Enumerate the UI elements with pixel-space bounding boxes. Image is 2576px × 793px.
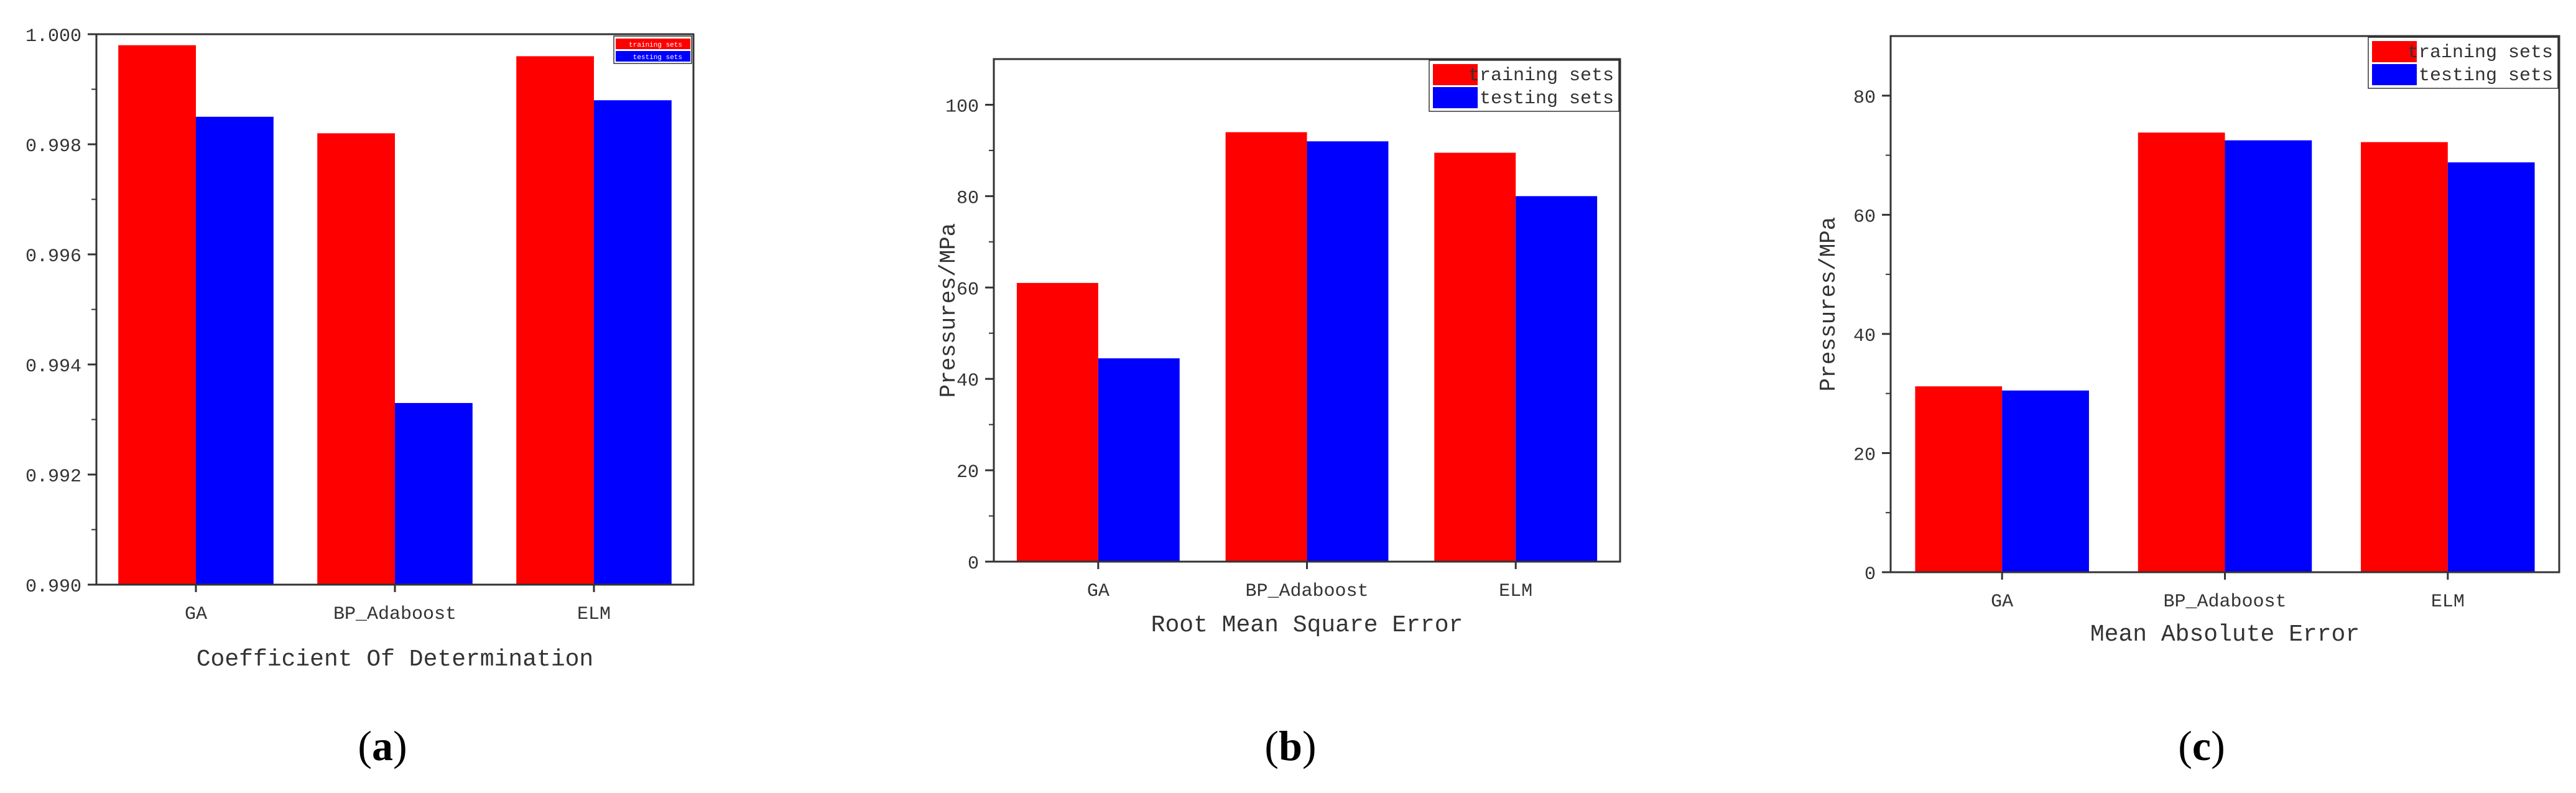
y-tick-label: 60: [957, 279, 979, 300]
bar-training-ga: [1915, 386, 2003, 572]
y-tick-label: 80: [957, 188, 979, 209]
legend-swatch-testing: [1433, 87, 1478, 108]
bar-training-ga: [1016, 282, 1098, 562]
caption-b-close: ): [1302, 722, 1317, 769]
x-tick-label: GA: [1991, 591, 2013, 613]
caption-a-letter: a: [372, 722, 393, 769]
chart-coefficient-of-determination: GA BP_Adaboost ELM 0.990 0.992 0.994 0.996 0.99…: [25, 26, 695, 673]
y-tick-label: 1.000: [25, 26, 81, 47]
legend-swatch-testing: [2372, 64, 2417, 85]
y-tick-label: 80: [1853, 88, 1876, 109]
caption-c: (c): [2108, 721, 2295, 771]
chart-mean-absolute-error: GA BP_Adaboost ELM 0 20 40 60 80 Mean Absolute E…: [1816, 35, 2560, 648]
x-tick-label: BP_Adaboost: [333, 604, 456, 625]
legend-swatch-training: [2372, 41, 2417, 62]
legend-label-training: training sets: [629, 42, 682, 49]
y-tick-label: 0: [968, 554, 979, 575]
caption-c-close: ): [2211, 722, 2225, 769]
y-tick-label: 0.996: [25, 246, 81, 267]
legend-label-testing: testing sets: [2419, 65, 2553, 86]
x-tick-label: BP_Adaboost: [2163, 591, 2286, 613]
bar-testing-bp-adaboost: [395, 402, 473, 585]
caption-b-letter: b: [1279, 722, 1302, 769]
y-tick-label: 40: [957, 371, 979, 392]
y-tick-label: 60: [1853, 206, 1876, 228]
bar-training-bp-adaboost: [2138, 132, 2225, 572]
y-tick-label: 100: [945, 96, 979, 118]
legend-label-training: training sets: [1468, 65, 1614, 86]
bar-testing-bp-adaboost: [2225, 140, 2312, 573]
y-tick-label: 0: [1865, 564, 1876, 585]
legend-swatch-testing: [616, 51, 690, 62]
bar-training-elm: [1434, 152, 1516, 562]
y-tick-label: 0.990: [25, 577, 81, 598]
y-tick-label: 40: [1853, 326, 1876, 347]
y-axis-label: Pressures/MPa: [936, 223, 961, 398]
plot-frame: [1889, 35, 2560, 573]
bar-testing-ga: [196, 116, 274, 585]
x-tick-label: GA: [1087, 581, 1110, 602]
y-tick-label: 0.992: [25, 466, 81, 488]
bar-training-elm: [516, 56, 594, 585]
legend: training sets testing sets: [613, 35, 692, 64]
x-tick-label: ELM: [1499, 581, 1532, 602]
y-axis-label: Pressures/MPa: [1816, 217, 1842, 392]
legend-label-testing: testing sets: [633, 54, 682, 62]
bar-testing-elm: [594, 100, 672, 585]
bar-training-elm: [2361, 142, 2448, 573]
bar-training-bp-adaboost: [1225, 132, 1307, 562]
x-axis-label: Coefficient Of Determination: [197, 646, 594, 673]
y-tick-label: 0.994: [25, 356, 81, 378]
x-axis-label: Root Mean Square Error: [1151, 612, 1463, 639]
x-tick-label: BP_Adaboost: [1245, 581, 1368, 602]
bar-testing-elm: [2447, 162, 2535, 572]
caption-a-open: (: [358, 722, 372, 769]
x-tick-label: ELM: [2431, 591, 2465, 613]
caption-b-open: (: [1264, 722, 1279, 769]
caption-c-letter: c: [2192, 722, 2212, 769]
bar-testing-ga: [2002, 390, 2089, 572]
x-tick-label: ELM: [577, 604, 611, 625]
bar-testing-elm: [1516, 196, 1598, 562]
plot-frame: [993, 58, 1621, 563]
bar-training-ga: [118, 45, 196, 585]
legend-swatch-training: [616, 39, 690, 49]
y-tick-label: 20: [1853, 445, 1876, 466]
chart-root-mean-square-error: GA BP_Adaboost ELM 0 20 40 60 80 100 Root Mean Sq…: [936, 58, 1621, 639]
caption-c-open: (: [2178, 722, 2192, 769]
caption-a: (a): [289, 721, 476, 771]
bar-training-bp-adaboost: [317, 133, 395, 585]
y-tick-label: 20: [957, 462, 979, 483]
legend-label-testing: testing sets: [1480, 88, 1614, 109]
bar-testing-ga: [1098, 358, 1180, 562]
caption-b: (b): [1197, 721, 1384, 771]
bar-testing-bp-adaboost: [1307, 141, 1389, 562]
y-tick-label: 0.998: [25, 136, 81, 157]
x-tick-label: GA: [185, 604, 207, 625]
caption-a-close: ): [393, 722, 407, 769]
legend-swatch-training: [1433, 64, 1478, 85]
legend-label-training: training sets: [2407, 42, 2553, 63]
x-axis-label: Mean Absolute Error: [2090, 621, 2360, 648]
